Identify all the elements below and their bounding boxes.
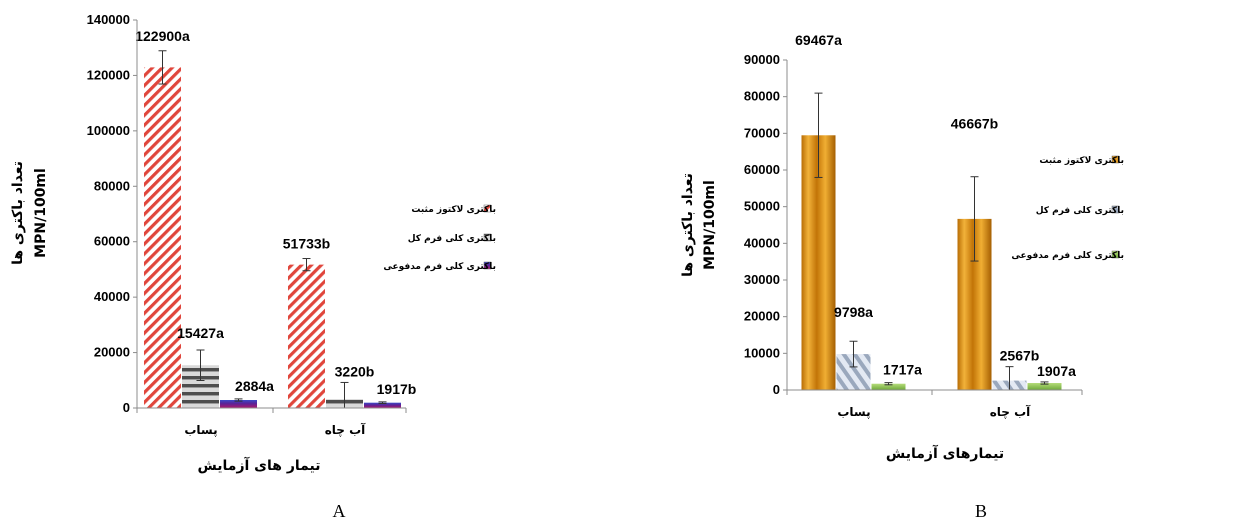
y-tick-label: 20000 [744,309,780,324]
legend-entry: باکتری لاکتوز مثبت [411,205,496,215]
bar [1027,383,1062,390]
legend-swatch [483,261,492,270]
y-tick-label: 60000 [744,162,780,177]
y-tick-label: 60000 [94,234,130,249]
data-label: 3220b [335,363,375,379]
y-tick-label: 80000 [744,89,780,104]
y-tick-label: 10000 [744,345,780,360]
bar [144,67,181,409]
y-tick-label: 40000 [744,235,780,250]
x-axis-ticks [136,408,407,413]
legend-entry: باکتری کلی فرم کل [1036,206,1124,216]
legend-swatch [1111,155,1120,164]
bars [144,67,401,409]
x-category-labels: پساب آب چاه [837,404,1031,419]
data-label: 1717a [883,362,922,378]
x-axis-ticks [786,390,1083,395]
x-category-label: پساب [837,405,870,419]
data-label: 69467a [795,32,842,48]
x-category-label: پساب [184,423,217,437]
y-tick-label: 70000 [744,125,780,140]
legend-entry: باکتری کلی فرم مدفوعی [383,262,496,272]
y-axis-ticks: 0 10000 20000 30000 40000 50000 60000 70000 8000… [744,52,787,397]
data-label: 2884a [235,378,274,394]
bar [288,264,325,408]
x-category-label: آب چاه [990,404,1031,419]
x-category-label: آب چاه [325,422,366,437]
y-tick-label: 140000 [87,12,130,27]
legend-entry: باکتری لاکتوز مثبت [1039,156,1124,166]
legend: باکتری لاکتوز مثبت باکتری کلی فرم کل باکتر… [1011,155,1124,261]
y-axis-title-line1: تعداد باکتری ها [10,161,26,265]
y-tick-label: 100000 [87,123,130,138]
error-bars [158,50,387,409]
data-label: 1917b [377,381,417,397]
data-label: 15427a [177,325,224,341]
y-axis-title-line2: MPN/100ml [702,180,718,270]
error-bars [814,92,1049,391]
legend: باکتری لاکتوز مثبت باکتری کلی فرم کل باکتر… [383,204,496,272]
chart-panel-a: 020000400006000080000100000120000140000 … [10,12,496,521]
y-tick-label: 50000 [744,199,780,214]
bar [220,400,257,408]
y-axis-ticks: 0 20000 40000 60000 80000 100000 120000 140000 [87,12,137,415]
panel-label-a: A [333,501,346,521]
legend-swatch [1111,250,1120,259]
panel-label-b: B [975,501,987,521]
y-tick-label: 80000 [94,178,130,193]
y-tick-label: 90000 [744,52,780,67]
chart-panel-b: 0 10000 20000 30000 40000 50000 60000 70000 8000… [680,32,1124,521]
data-label: 51733b [283,236,330,252]
y-tick-label: 0 [123,400,130,415]
data-label: 46667b [951,116,998,132]
data-label: 9798a [834,304,873,320]
y-tick-label: 0 [773,382,780,397]
bar [364,402,401,408]
legend-entry: باکتری کلی فرم مدفوعی [1011,251,1124,261]
y-axis-title-line1: تعداد باکتری ها [680,173,696,277]
data-label: 122900a [135,28,190,44]
data-label: 1907a [1037,363,1076,379]
x-category-labels: پساب آب چاه [184,422,366,437]
bar [871,383,906,390]
y-axis-title-line2: MPN/100ml [33,168,49,258]
legend-swatch [483,204,492,213]
y-tick-label: 30000 [744,272,780,287]
y-tick-label: 40000 [94,289,130,304]
x-axis-title: تیمارهای آزمایش [886,444,1004,462]
x-axis-title: تیمار های آزمایش [197,456,320,474]
legend-entry: باکتری کلی فرم کل [408,234,496,244]
legend-swatch [1111,205,1120,214]
y-tick-label: 20000 [94,345,130,360]
data-label: 2567b [1000,348,1040,364]
legend-swatch [483,233,492,242]
y-tick-label: 120000 [87,67,130,82]
